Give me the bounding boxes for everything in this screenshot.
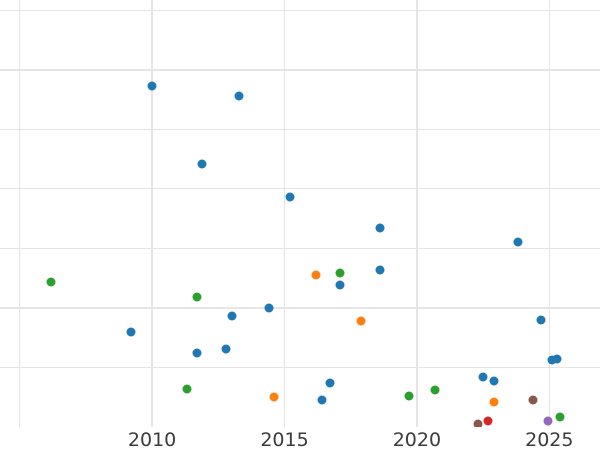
- data-point-blue: [147, 81, 157, 90]
- gridline-horizontal: [0, 307, 600, 309]
- data-point-blue: [552, 354, 562, 363]
- data-point-orange: [311, 270, 321, 280]
- gridline-vertical: [416, 0, 418, 427]
- data-point-blue: [478, 372, 488, 382]
- data-point-blue: [325, 378, 335, 388]
- data-point-blue: [227, 311, 237, 321]
- data-point-orange: [489, 397, 499, 407]
- gridline-horizontal: [0, 247, 600, 250]
- data-point-blue: [547, 355, 557, 365]
- gridline-horizontal: [0, 187, 600, 190]
- gridline-horizontal: [0, 128, 600, 131]
- data-point-blue: [285, 192, 295, 202]
- data-point-blue: [375, 265, 385, 275]
- data-point-blue: [197, 159, 207, 169]
- data-point-blue: [126, 327, 136, 336]
- gridline-vertical: [548, 0, 551, 427]
- data-point-green: [182, 384, 192, 394]
- data-point-green: [430, 385, 440, 394]
- data-point-blue: [375, 223, 385, 233]
- data-point-blue: [513, 237, 523, 247]
- data-point-green: [335, 268, 345, 277]
- data-point-blue: [317, 395, 327, 405]
- data-point-red: [483, 416, 493, 426]
- data-point-green: [192, 292, 202, 302]
- data-point-blue: [489, 376, 499, 385]
- data-point-green: [404, 391, 414, 401]
- gridline-vertical: [151, 0, 153, 427]
- data-point-purple: [543, 416, 553, 426]
- data-point-green: [555, 412, 565, 422]
- x-tick-label: 2025: [525, 429, 574, 451]
- data-point-green: [46, 277, 56, 287]
- gridline-horizontal: [0, 9, 600, 12]
- data-point-orange: [356, 316, 366, 326]
- data-point-blue: [264, 303, 274, 313]
- gridline-vertical: [283, 0, 286, 427]
- plot-area: [0, 0, 600, 427]
- data-point-blue: [221, 344, 231, 354]
- data-point-brown: [473, 419, 483, 427]
- gridline-vertical: [18, 0, 21, 427]
- data-point-blue: [234, 91, 244, 100]
- data-point-blue: [335, 280, 345, 290]
- data-point-blue: [192, 348, 202, 358]
- data-point-orange: [269, 392, 279, 402]
- data-point-blue: [536, 315, 546, 325]
- x-tick-label: 2020: [392, 429, 442, 451]
- gridline-horizontal: [0, 366, 600, 369]
- gridline-horizontal: [0, 69, 600, 71]
- x-tick-label: 2010: [127, 429, 177, 451]
- x-tick-label: 2015: [260, 429, 309, 451]
- data-point-brown: [528, 395, 538, 405]
